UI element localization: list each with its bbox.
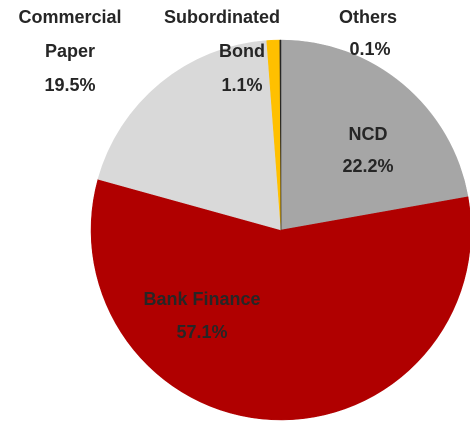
- pie-slice: [90, 178, 470, 421]
- pie-slice: [280, 39, 469, 231]
- slice-label: Commercial Paper: [18, 7, 121, 61]
- value-label: 57.1%: [176, 322, 227, 342]
- slice-label: Subordinated Bond: [164, 7, 280, 61]
- slice-label: Bank Finance: [143, 289, 260, 309]
- value-label: 22.2%: [342, 156, 393, 176]
- slice-label: Others: [339, 7, 397, 27]
- slice-label: NCD: [349, 124, 388, 144]
- value-label: 0.1%: [349, 39, 390, 59]
- value-label: 19.5%: [44, 75, 95, 95]
- pie-slice: [279, 39, 282, 231]
- pie-slice: [97, 40, 282, 231]
- value-label: 1.1%: [221, 75, 262, 95]
